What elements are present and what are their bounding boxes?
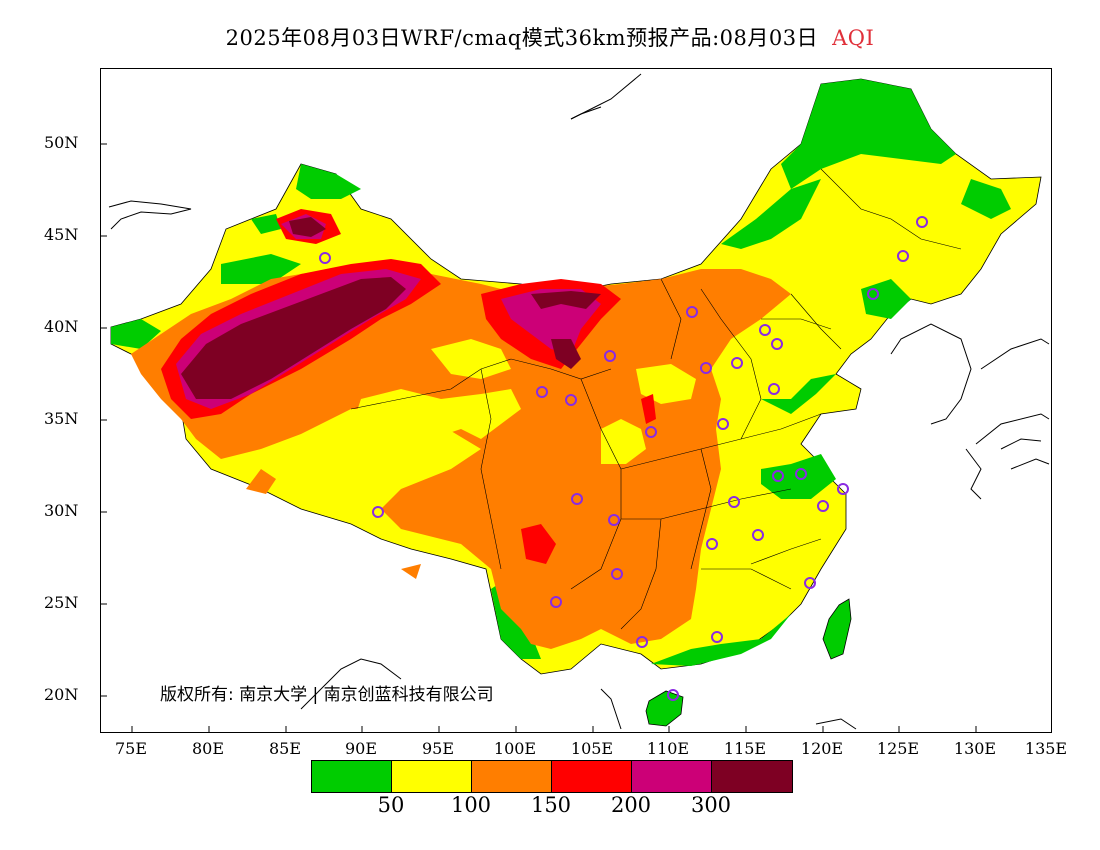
aqi-color-legend (311, 760, 793, 793)
legend-label: 150 (530, 793, 572, 817)
lon-label: 115E (723, 739, 767, 758)
lon-label: 90E (344, 739, 378, 758)
lon-label: 120E (800, 739, 844, 758)
lat-label: 35N (44, 409, 79, 428)
lon-label: 135E (1024, 739, 1068, 758)
title-variable: AQI (832, 26, 875, 50)
legend-swatch-red (552, 761, 632, 792)
province-boundaries (350, 168, 962, 630)
lon-label: 95E (421, 739, 455, 758)
station-markers (319, 216, 928, 701)
map-title: 2025年08月03日WRF/cmaq模式36km预报产品:08月03日 AQI (0, 22, 1100, 52)
legend-swatch-yellow (392, 761, 472, 792)
taiwan-green (822, 598, 852, 660)
legend-label: 300 (690, 793, 732, 817)
legend-label: 50 (377, 793, 405, 817)
legend-label: 200 (610, 793, 652, 817)
lat-label: 25N (44, 593, 79, 612)
lat-label: 45N (44, 225, 79, 244)
lon-label: 130E (953, 739, 997, 758)
coastlines (108, 73, 1050, 730)
legend-swatch-maroon (712, 761, 792, 792)
aqi-map (100, 68, 1052, 733)
maroon-zones (181, 217, 601, 399)
lon-label: 110E (646, 739, 690, 758)
lon-label: 125E (876, 739, 920, 758)
lon-label: 85E (268, 739, 302, 758)
legend-label: 100 (450, 793, 492, 817)
legend-swatch-green (312, 761, 392, 792)
lon-label: 100E (493, 739, 537, 758)
lat-label: 30N (44, 501, 79, 520)
lon-label: 105E (570, 739, 614, 758)
lon-label: 80E (191, 739, 225, 758)
yellow-zones (351, 339, 696, 469)
axis-ticks (101, 143, 977, 732)
legend-swatch-purple (632, 761, 712, 792)
legend-swatch-orange (472, 761, 552, 792)
aqi-field-svg (101, 73, 1050, 732)
lat-label: 20N (44, 685, 79, 704)
lon-label: 75E (114, 739, 148, 758)
title-main: 2025年08月03日WRF/cmaq模式36km预报产品:08月03日 (225, 26, 819, 50)
copyright-text: 版权所有: 南京大学 | 南京创蓝科技有限公司 (160, 685, 494, 705)
lat-label: 50N (44, 133, 79, 152)
lat-label: 40N (44, 317, 79, 336)
